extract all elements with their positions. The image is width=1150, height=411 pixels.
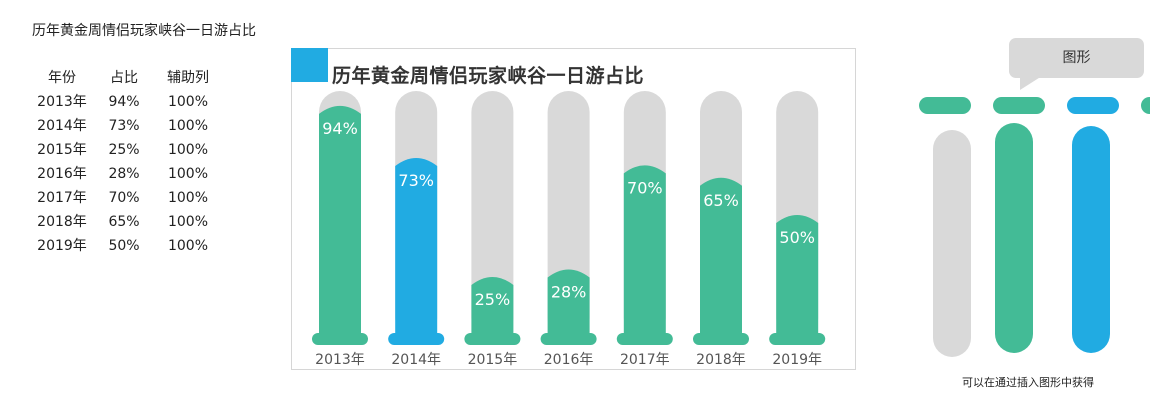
bar-base [388,333,445,345]
category-label: 2016年 [544,352,594,368]
cell-year[interactable]: 2013年 [37,94,87,110]
chart-title[interactable]: 历年黄金周情侣玩家峡谷一日游占比 [332,65,645,87]
cell-year[interactable]: 2018年 [37,214,87,230]
bar-base [540,333,597,345]
value-bar[interactable] [471,277,514,339]
chart-area[interactable]: 历年黄金周情侣玩家峡谷一日游占比 94% 2013年 73% 2014年 25% 2015… [291,48,856,370]
header-year: 年份 [48,70,76,86]
category-label: 2015年 [468,352,518,368]
table-row: 2016年 28% 100% [28,162,224,186]
data-label: 25% [475,290,511,309]
table-row: 2017年 70% 100% [28,186,224,210]
shape-cap-green[interactable] [919,97,971,114]
table-row: 2018年 65% 100% [28,210,224,234]
cell-ratio[interactable]: 70% [108,190,140,206]
shape-callout-tail [1020,76,1042,90]
data-label: 73% [398,171,434,190]
chart-title-badge [291,48,328,82]
value-bar[interactable] [776,215,819,339]
table-row: 2015年 25% 100% [28,138,224,162]
category-label: 2018年 [696,352,746,368]
cell-ratio[interactable]: 28% [108,166,140,182]
cell-year[interactable]: 2016年 [37,166,87,182]
value-bar[interactable] [395,157,438,339]
cell-year[interactable]: 2015年 [37,142,87,158]
table-row: 2014年 73% 100% [28,114,224,138]
data-table: 年份 占比 辅助列 2013年 94% 100% 2014年 73% 100% … [28,66,224,258]
track-bar[interactable] [471,91,514,339]
cell-helper[interactable]: 100% [167,214,209,230]
cell-helper[interactable]: 100% [167,190,209,206]
table-row: 2019年 50% 100% [28,234,224,258]
bar-base [769,333,826,345]
cell-ratio[interactable]: 73% [108,118,140,134]
shape-cap-blue[interactable] [1067,97,1119,114]
value-bar[interactable] [623,165,666,339]
value-bar[interactable] [319,105,361,339]
data-label: 65% [703,191,739,210]
shape-bar-gray[interactable] [933,130,971,357]
data-label: 28% [551,283,587,302]
shape-bar-green[interactable] [995,123,1033,353]
cell-ratio[interactable]: 65% [108,214,140,230]
value-bar[interactable] [700,177,742,339]
cell-helper[interactable]: 100% [167,166,209,182]
category-label: 2017年 [620,352,670,368]
bar-base [464,333,521,345]
value-bar[interactable] [547,269,590,339]
shape-cap-green-partial[interactable] [1141,97,1150,114]
bar-base [693,333,749,345]
header-ratio: 占比 [110,70,138,86]
shape-cap-green[interactable] [993,97,1045,114]
table-header-row: 年份 占比 辅助列 [28,66,224,90]
data-label: 70% [627,178,663,197]
bar-base [616,333,673,345]
table-row: 2013年 94% 100% [28,90,224,114]
sheet-title: 历年黄金周情侣玩家峡谷一日游占比 [32,23,256,39]
shape-bar-blue[interactable] [1072,126,1110,353]
cell-helper[interactable]: 100% [167,118,209,134]
cell-helper[interactable]: 100% [167,142,209,158]
cell-ratio[interactable]: 94% [108,94,140,110]
shapes-note: 可以在通过插入图形中获得 [962,376,1094,389]
header-helper: 辅助列 [167,70,209,86]
cell-year[interactable]: 2019年 [37,238,87,254]
cell-ratio[interactable]: 50% [108,238,140,254]
data-label: 94% [322,119,358,138]
category-label: 2013年 [315,352,365,368]
cell-year[interactable]: 2014年 [37,118,87,134]
cell-helper[interactable]: 100% [167,94,209,110]
data-label: 50% [779,228,815,247]
bar-base [312,333,368,345]
category-label: 2014年 [391,352,441,368]
shape-callout[interactable]: 图形 [1009,38,1144,78]
cell-helper[interactable]: 100% [167,238,209,254]
bar-chart: 94% 2013年 73% 2014年 25% 2015年 28% 2016年 70% 2017年… [312,91,826,368]
cell-ratio[interactable]: 25% [108,142,140,158]
cell-year[interactable]: 2017年 [37,190,87,206]
category-label: 2019年 [772,352,822,368]
